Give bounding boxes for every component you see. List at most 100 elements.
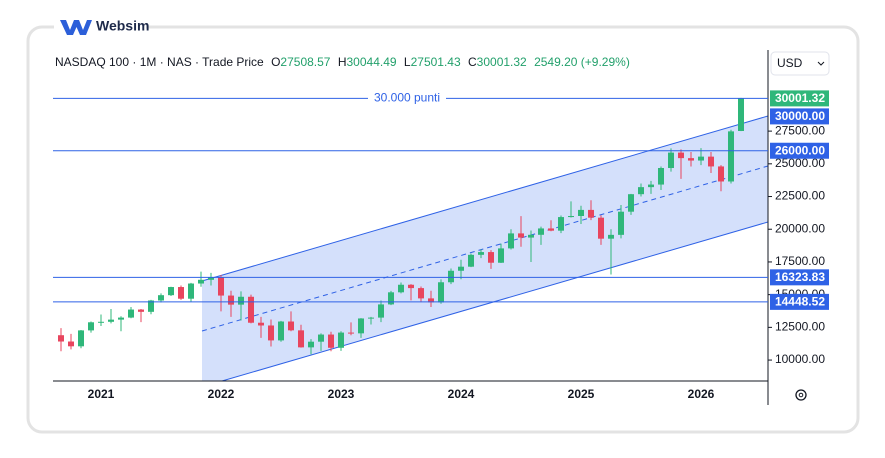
body bbox=[368, 317, 374, 319]
currency-button[interactable] bbox=[770, 51, 830, 76]
body bbox=[688, 158, 694, 161]
y-tick-label: 25000.00 bbox=[775, 156, 825, 170]
body bbox=[218, 277, 224, 296]
body bbox=[248, 296, 254, 323]
channel-upper bbox=[201, 115, 768, 282]
body bbox=[358, 318, 364, 334]
body bbox=[648, 184, 654, 188]
close-value: 30001.32 bbox=[477, 55, 527, 69]
body bbox=[608, 234, 614, 239]
high-value: 30044.49 bbox=[347, 55, 397, 69]
body bbox=[508, 233, 514, 249]
body bbox=[208, 277, 214, 280]
body bbox=[448, 270, 454, 283]
body bbox=[168, 287, 174, 296]
x-tick-label: 2024 bbox=[448, 387, 475, 401]
body bbox=[698, 156, 704, 161]
header: NASDAQ 100 · 1M · NAS · Trade Price O275… bbox=[55, 55, 630, 69]
body bbox=[398, 284, 404, 293]
body bbox=[518, 233, 524, 238]
body bbox=[678, 152, 684, 159]
body bbox=[638, 187, 644, 195]
body bbox=[458, 266, 464, 271]
low-label: L bbox=[404, 55, 411, 69]
x-tick-label: 2025 bbox=[568, 387, 595, 401]
h-line-text-bg bbox=[368, 91, 446, 106]
body bbox=[718, 166, 724, 182]
body bbox=[338, 332, 344, 348]
price-tag bbox=[770, 90, 829, 107]
body bbox=[578, 209, 584, 216]
body bbox=[198, 279, 204, 284]
y-tick-label: 27500.00 bbox=[775, 123, 825, 137]
body bbox=[738, 98, 744, 132]
high-label: H bbox=[338, 55, 347, 69]
body bbox=[228, 295, 234, 305]
logo-bg bbox=[54, 14, 146, 40]
x-tick-label: 2022 bbox=[208, 387, 235, 401]
body bbox=[308, 341, 314, 348]
settings-icon[interactable] bbox=[795, 389, 807, 401]
y-tick-label: 10000.00 bbox=[775, 352, 825, 366]
change: 2549.20 (+9.29%) bbox=[534, 55, 630, 69]
body bbox=[438, 282, 444, 303]
x-tick-label: 2021 bbox=[88, 387, 115, 401]
candles bbox=[58, 97, 744, 355]
body bbox=[298, 330, 304, 348]
currency-caret bbox=[817, 61, 825, 66]
body bbox=[68, 341, 74, 347]
body bbox=[278, 321, 284, 341]
currency: USD bbox=[777, 56, 803, 70]
body bbox=[128, 309, 134, 318]
body bbox=[58, 335, 64, 342]
symbol: NASDAQ 100 · 1M · NAS · Trade Price bbox=[55, 55, 264, 69]
price-tag bbox=[770, 142, 829, 159]
price-tag-label: 26000.00 bbox=[775, 143, 825, 157]
price-tag bbox=[770, 269, 829, 286]
open-value: 27508.57 bbox=[280, 55, 330, 69]
body bbox=[78, 330, 84, 347]
brand: Websim bbox=[96, 18, 149, 34]
y-tick-label: 12500.00 bbox=[775, 320, 825, 334]
body bbox=[598, 217, 604, 239]
body bbox=[318, 334, 324, 342]
body bbox=[378, 304, 384, 318]
body bbox=[558, 217, 564, 231]
price-tag-label: 30000.00 bbox=[775, 109, 825, 123]
price-tag-label: 14448.52 bbox=[775, 295, 825, 309]
body bbox=[348, 332, 354, 334]
price-tag-label: 30001.32 bbox=[775, 91, 825, 105]
body bbox=[538, 228, 544, 235]
body bbox=[728, 131, 734, 182]
x-tick-label: 2026 bbox=[688, 387, 715, 401]
body bbox=[408, 284, 414, 289]
body bbox=[288, 321, 294, 331]
body bbox=[148, 300, 154, 312]
body bbox=[498, 248, 504, 263]
body bbox=[328, 334, 334, 348]
price-tag bbox=[770, 293, 829, 310]
body bbox=[428, 298, 434, 303]
x-tick-label: 2023 bbox=[328, 387, 355, 401]
settings-icon-center bbox=[798, 392, 804, 398]
body bbox=[468, 254, 474, 267]
open-label: O bbox=[271, 55, 280, 69]
body bbox=[178, 287, 184, 299]
body bbox=[258, 322, 264, 326]
y-tick-label: 20000.00 bbox=[775, 221, 825, 235]
price-tag bbox=[770, 108, 829, 125]
body bbox=[238, 296, 244, 305]
low-value: 27501.43 bbox=[411, 55, 461, 69]
body bbox=[588, 209, 594, 218]
h-line-text: 30.000 punti bbox=[374, 91, 440, 105]
body bbox=[138, 309, 144, 312]
body bbox=[568, 215, 574, 218]
price-tag-label: 16323.83 bbox=[775, 270, 825, 284]
y-tick-label: 22500.00 bbox=[775, 189, 825, 203]
body bbox=[668, 152, 674, 169]
body bbox=[528, 234, 534, 238]
body bbox=[98, 321, 104, 323]
logo-icon bbox=[60, 20, 92, 35]
